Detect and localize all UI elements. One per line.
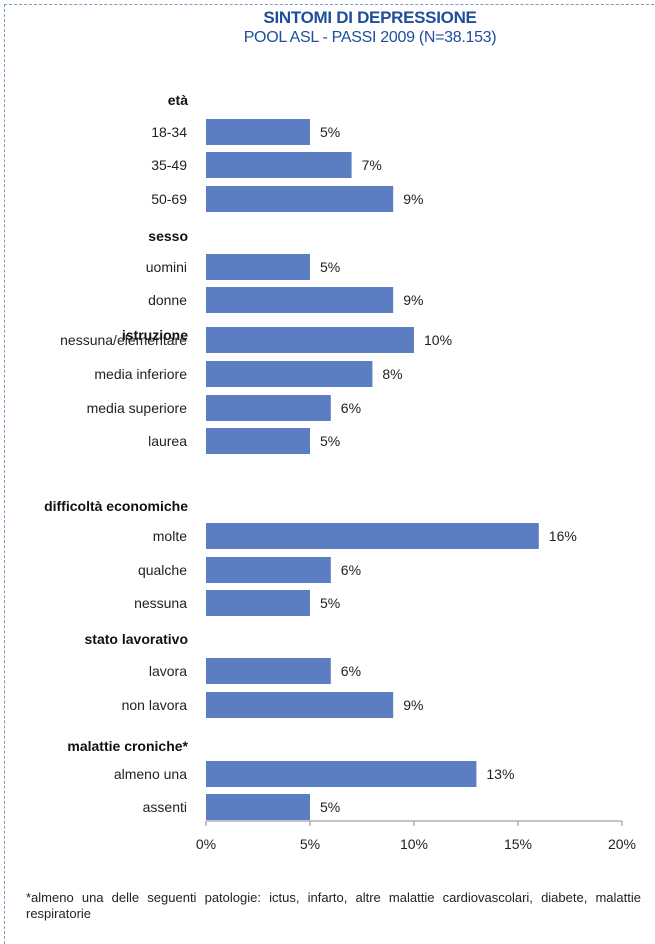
bar [206,119,310,145]
data-label: 5% [320,259,340,275]
bar [206,692,394,718]
category-label: donne [148,292,187,308]
category-label: assenti [143,799,187,815]
category-label: molte [153,528,187,544]
group-header: stato lavorativo [85,631,188,647]
x-tick-label: 15% [504,836,532,852]
bar [206,327,414,353]
group-header: istruzione [122,327,188,343]
category-label: almeno una [114,766,187,782]
category-label: non lavora [122,697,188,713]
category-label: 50-69 [151,191,187,207]
group-header: età [168,92,188,108]
data-label: 16% [549,528,577,544]
data-label: 9% [403,191,423,207]
category-label: nessuna [134,595,187,611]
bar [206,361,373,387]
data-label: 6% [341,562,361,578]
data-label: 5% [320,433,340,449]
x-tick-label: 10% [400,836,428,852]
bar [206,254,310,280]
bar [206,794,310,820]
bar [206,287,394,313]
category-label: uomini [146,259,187,275]
bar [206,428,310,454]
data-label: 5% [320,799,340,815]
data-label: 5% [320,124,340,140]
category-label: lavora [149,663,187,679]
data-label: 10% [424,332,452,348]
chart-subtitle: POOL ASL - PASSI 2009 (N=38.153) [243,29,497,46]
data-label: 7% [362,157,382,173]
bar [206,152,352,178]
data-label: 6% [341,400,361,416]
category-label: laurea [148,433,187,449]
category-label: qualche [138,562,187,578]
x-tick-label: 20% [608,836,636,852]
category-label: 18-34 [151,124,187,140]
bar [206,186,394,212]
category-label: nessuna/elementare [60,332,187,348]
bar [206,395,331,421]
chart-border [4,4,655,944]
data-label: 6% [341,663,361,679]
group-header: malattie croniche* [67,738,188,754]
category-label: media inferiore [94,366,187,382]
x-tick-label: 0% [196,836,216,852]
group-header: difficoltà economiche [44,498,188,514]
category-label: 35-49 [151,157,187,173]
data-label: 8% [382,366,402,382]
data-label: 9% [403,292,423,308]
bar [206,557,331,583]
footnote: *almeno una delle seguenti patologie: ic… [26,890,641,921]
bar [206,761,477,787]
bar [206,590,310,616]
bar [206,523,539,549]
data-label: 5% [320,595,340,611]
chart-title: SINTOMI DI DEPRESSIONE [263,8,477,27]
x-tick-label: 5% [300,836,320,852]
data-label: 9% [403,697,423,713]
category-label: media superiore [87,400,188,416]
group-header: sesso [148,228,188,244]
data-label: 13% [486,766,514,782]
bar [206,658,331,684]
